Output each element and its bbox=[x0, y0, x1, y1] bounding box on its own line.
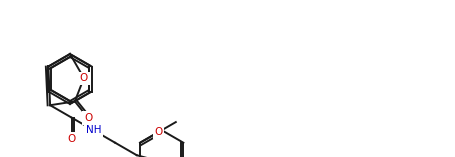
Text: O: O bbox=[67, 134, 76, 144]
Text: O: O bbox=[84, 113, 92, 123]
Text: O: O bbox=[154, 127, 162, 137]
Text: O: O bbox=[80, 73, 88, 83]
Text: NH: NH bbox=[86, 125, 101, 135]
